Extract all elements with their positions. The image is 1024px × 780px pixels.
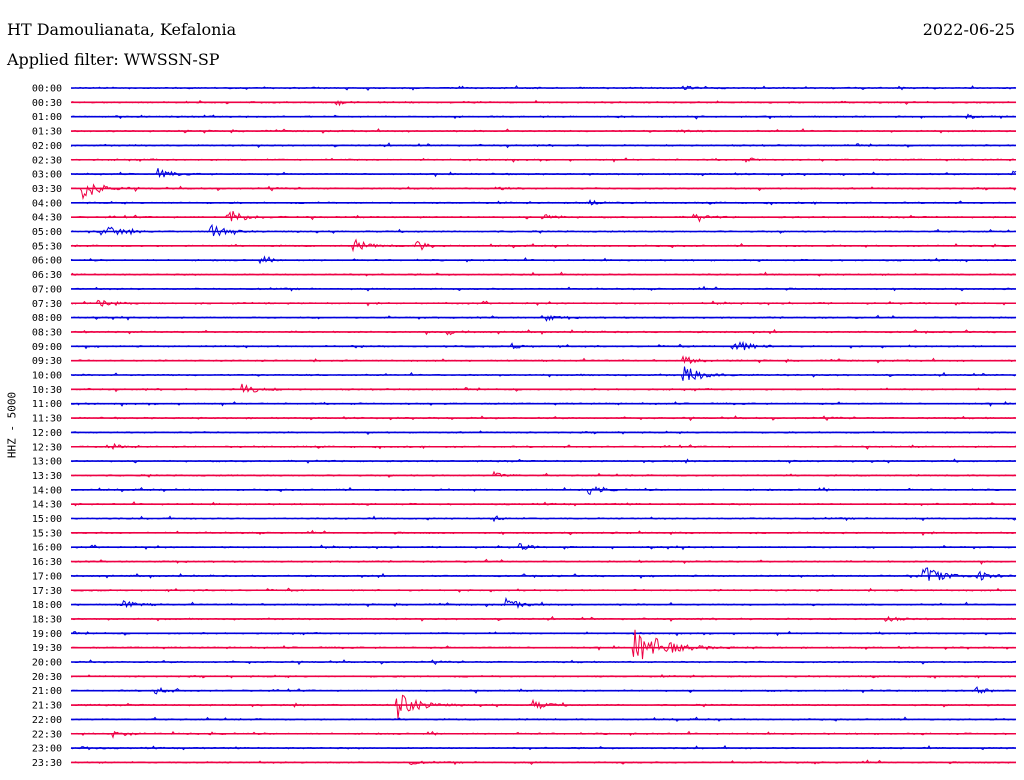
row-tick-label: 13:30 (32, 471, 62, 482)
row-tick-label: 21:00 (32, 686, 62, 697)
row-tick-label: 23:00 (32, 744, 62, 755)
row-tick-label: 05:30 (32, 241, 62, 252)
trace-0430 (70, 211, 1017, 223)
row-tick-label: 18:30 (32, 614, 62, 625)
trace-0500 (70, 223, 1017, 237)
trace-1800 (70, 596, 1017, 609)
row-tick-label: 08:00 (32, 313, 62, 324)
row-tick-label: 20:30 (32, 672, 62, 683)
row-tick-label: 10:30 (32, 385, 62, 396)
row-tick-label: 00:00 (32, 84, 62, 95)
row-tick-label: 12:00 (32, 428, 62, 439)
date-label: 2022-06-25 (922, 20, 1015, 39)
row-tick-label: 08:30 (32, 327, 62, 338)
row-tick-label: 11:30 (32, 414, 62, 425)
trace-1030 (70, 383, 1017, 394)
row-tick-label: 22:30 (32, 729, 62, 740)
row-tick-label: 14:30 (32, 500, 62, 511)
row-tick-label: 04:00 (32, 198, 62, 209)
row-tick-label: 15:30 (32, 528, 62, 539)
trace-1330 (70, 470, 1017, 478)
row-tick-label: 19:30 (32, 643, 62, 654)
row-tick-label: 09:30 (32, 356, 62, 367)
row-tick-label: 19:00 (32, 629, 62, 640)
row-tick-label: 04:30 (32, 213, 62, 224)
trace-2130 (70, 694, 1017, 719)
row-tick-label: 20:00 (32, 658, 62, 669)
row-tick-label: 16:00 (32, 543, 62, 554)
row-tick-label: 07:30 (32, 299, 62, 310)
trace-1930 (70, 629, 1017, 660)
row-tick-label: 07:00 (32, 284, 62, 295)
row-tick-label: 15:00 (32, 514, 62, 525)
trace-1700 (70, 567, 1017, 581)
trace-1000 (70, 366, 1017, 381)
station-title: HT Damoulianata, Kefalonia (7, 20, 237, 39)
row-tick-label: 22:00 (32, 715, 62, 726)
row-tick-label: 23:30 (32, 758, 62, 769)
row-tick-label: 01:30 (32, 127, 62, 138)
row-tick-label: 17:30 (32, 586, 62, 597)
row-tick-label: 10:00 (32, 371, 62, 382)
trace-1400 (70, 486, 1017, 496)
trace-0330 (70, 183, 1017, 201)
row-tick-label: 14:00 (32, 485, 62, 496)
row-tick-label: 21:30 (32, 701, 62, 712)
row-tick-label: 00:30 (32, 98, 62, 109)
row-tick-label: 11:00 (32, 399, 62, 410)
row-tick-label: 17:00 (32, 571, 62, 582)
row-tick-label: 01:00 (32, 112, 62, 123)
row-tick-label: 16:30 (32, 557, 62, 568)
row-tick-label: 18:00 (32, 600, 62, 611)
row-tick-label: 02:00 (32, 141, 62, 152)
row-tick-label: 09:00 (32, 342, 62, 353)
row-tick-label: 02:30 (32, 155, 62, 166)
row-tick-label: 03:30 (32, 184, 62, 195)
row-tick-label: 06:00 (32, 256, 62, 267)
row-tick-label: 06:30 (32, 270, 62, 281)
filter-label: Applied filter: WWSSN-SP (7, 50, 220, 69)
row-tick-label: 03:00 (32, 170, 62, 181)
row-tick-label: 05:00 (32, 227, 62, 238)
trace-0300 (70, 168, 1017, 179)
row-tick-label: 12:30 (32, 442, 62, 453)
row-tick-label: 13:00 (32, 457, 62, 468)
